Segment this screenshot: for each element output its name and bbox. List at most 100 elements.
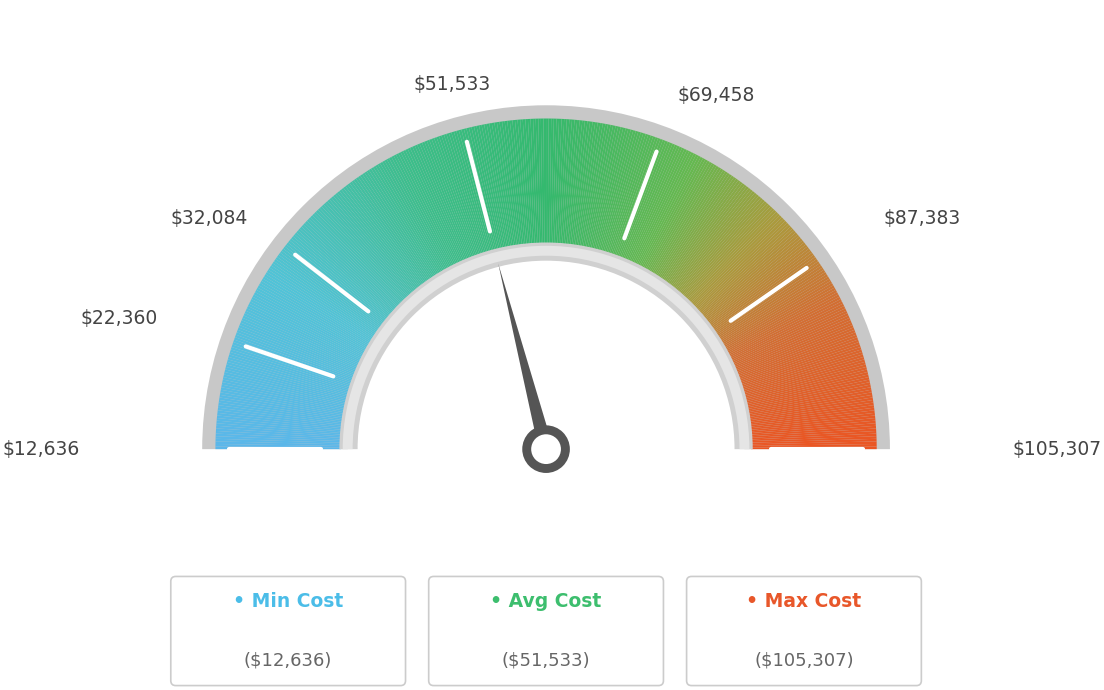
Wedge shape [323,203,410,297]
Wedge shape [578,123,601,247]
Wedge shape [237,328,355,375]
Wedge shape [401,151,457,265]
Wedge shape [741,344,860,386]
Wedge shape [659,172,730,279]
Wedge shape [389,157,450,268]
Wedge shape [507,121,523,246]
Wedge shape [217,408,342,425]
Wedge shape [573,121,593,246]
Wedge shape [296,230,392,315]
Text: $12,636: $12,636 [2,440,79,459]
Wedge shape [687,208,774,301]
Wedge shape [601,130,636,252]
Wedge shape [273,261,378,334]
Wedge shape [591,126,620,250]
Wedge shape [459,130,493,251]
Wedge shape [336,193,416,291]
Wedge shape [348,183,424,285]
Wedge shape [731,306,846,362]
Wedge shape [602,131,638,253]
Wedge shape [316,210,404,302]
Wedge shape [715,264,821,335]
Wedge shape [623,143,672,259]
Wedge shape [593,127,624,250]
Wedge shape [338,191,418,290]
Wedge shape [740,342,860,384]
Wedge shape [226,362,349,397]
Wedge shape [676,193,757,291]
Wedge shape [248,304,362,360]
Wedge shape [407,148,461,263]
Wedge shape [315,212,403,303]
Wedge shape [546,119,549,244]
Wedge shape [584,124,611,248]
Wedge shape [675,191,755,290]
Wedge shape [220,395,343,417]
Wedge shape [543,119,546,244]
Wedge shape [320,206,407,299]
Wedge shape [696,223,789,310]
Wedge shape [561,119,572,245]
Wedge shape [743,357,864,393]
Wedge shape [643,157,703,268]
Wedge shape [597,129,630,251]
Wedge shape [403,150,459,264]
Wedge shape [216,428,341,438]
Wedge shape [219,400,343,420]
Wedge shape [217,405,343,424]
Wedge shape [707,242,806,322]
Wedge shape [386,158,448,270]
Wedge shape [750,405,874,424]
Wedge shape [436,137,479,256]
Wedge shape [751,423,875,435]
Wedge shape [221,390,344,414]
Wedge shape [305,221,397,309]
Wedge shape [355,177,429,282]
Wedge shape [384,159,447,270]
Wedge shape [733,315,849,368]
Wedge shape [222,382,346,409]
Wedge shape [725,290,837,352]
Wedge shape [669,185,746,286]
Wedge shape [614,137,658,256]
Wedge shape [318,208,406,301]
Wedge shape [434,137,478,256]
Wedge shape [692,217,784,306]
Wedge shape [446,133,486,254]
Wedge shape [375,164,442,273]
Wedge shape [265,272,373,341]
Wedge shape [454,131,490,253]
Wedge shape [660,175,732,279]
Wedge shape [471,126,501,250]
Wedge shape [664,179,739,282]
Wedge shape [215,442,341,446]
Wedge shape [217,413,342,428]
Wedge shape [405,149,460,264]
Wedge shape [216,415,342,430]
Wedge shape [309,217,400,306]
Wedge shape [420,143,469,259]
Wedge shape [328,199,412,295]
Wedge shape [495,122,516,247]
Wedge shape [329,198,413,295]
Wedge shape [751,426,877,436]
Wedge shape [582,124,605,248]
Text: • Max Cost: • Max Cost [746,592,861,611]
Wedge shape [223,377,346,406]
Wedge shape [620,141,668,259]
Circle shape [522,425,570,473]
Wedge shape [245,310,360,365]
Wedge shape [429,139,475,257]
Wedge shape [253,295,365,355]
Wedge shape [742,352,863,391]
Wedge shape [251,299,363,357]
Wedge shape [735,323,852,372]
Wedge shape [590,126,618,249]
Wedge shape [263,277,371,344]
Wedge shape [580,123,603,247]
Wedge shape [410,147,464,262]
Wedge shape [369,168,437,276]
Wedge shape [331,196,414,293]
Wedge shape [680,199,765,295]
Wedge shape [730,304,845,360]
